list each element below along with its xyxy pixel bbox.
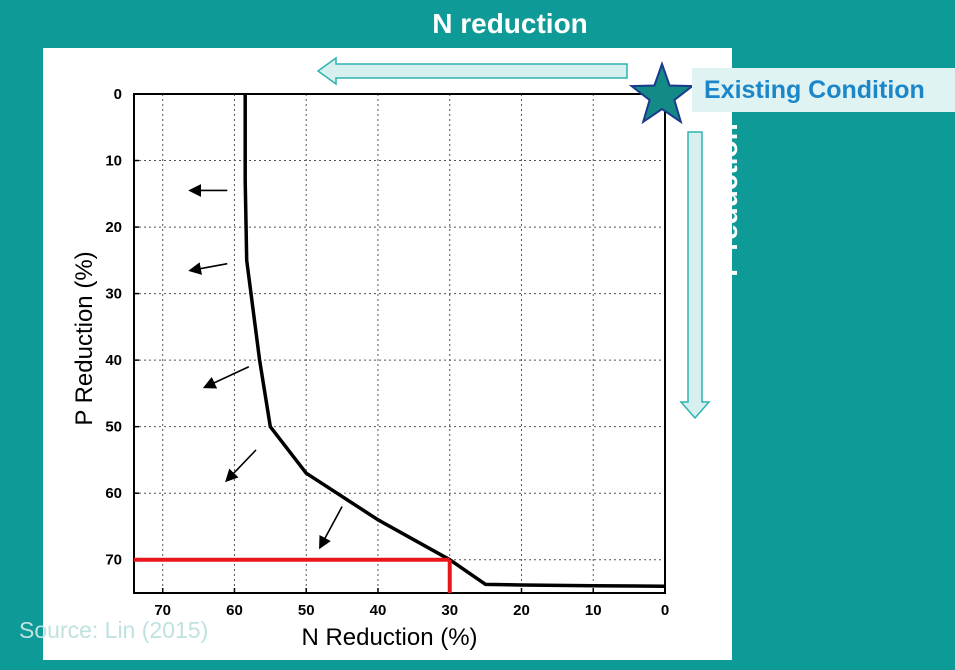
y-tick-label: 10 bbox=[105, 153, 122, 170]
star-icon bbox=[628, 60, 696, 125]
direction-arrow bbox=[319, 506, 343, 550]
x-tick-label: 40 bbox=[370, 602, 387, 619]
series-line bbox=[243, 94, 666, 589]
n-reduction-arrow bbox=[316, 56, 628, 86]
source-caption: Source: Lin (2015) bbox=[19, 617, 209, 643]
x-tick-label: 20 bbox=[513, 602, 530, 619]
x-tick-label: 30 bbox=[441, 602, 458, 619]
direction-arrow bbox=[202, 366, 250, 389]
p-reduction-arrow bbox=[679, 131, 711, 420]
y-tick-label: 30 bbox=[105, 286, 122, 303]
y-axis-title: P Reduction (%) bbox=[71, 251, 98, 425]
y-tick-label: 60 bbox=[105, 485, 122, 502]
y-tick-label: 20 bbox=[105, 219, 122, 236]
direction-arrow bbox=[188, 262, 228, 275]
y-tick-label: 70 bbox=[105, 552, 122, 569]
y-tick-label: 40 bbox=[105, 352, 122, 369]
x-tick-label: 50 bbox=[298, 602, 315, 619]
y-tick-label: 0 bbox=[114, 86, 122, 103]
p-reduction-title: P reduction bbox=[712, 123, 743, 277]
x-tick-label: 0 bbox=[661, 602, 669, 619]
x-tick-label: 10 bbox=[585, 602, 602, 619]
existing-condition-label: Existing Condition bbox=[692, 68, 955, 112]
x-axis-title: N Reduction (%) bbox=[301, 624, 477, 651]
x-tick-label: 70 bbox=[154, 602, 171, 619]
x-tick-label: 60 bbox=[226, 602, 243, 619]
y-tick-label: 50 bbox=[105, 419, 122, 436]
plot-frame bbox=[133, 93, 666, 594]
direction-arrow bbox=[225, 449, 257, 483]
n-reduction-title: N reduction bbox=[432, 8, 588, 39]
